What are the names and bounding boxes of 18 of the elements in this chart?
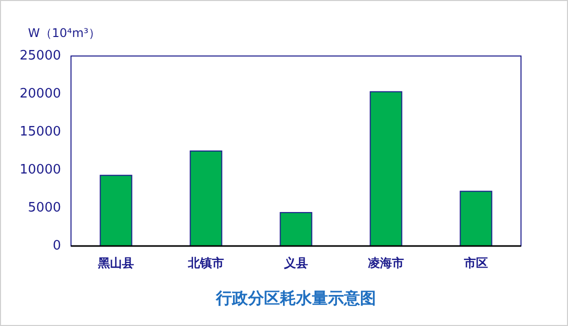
y-tick-label: 15000 [20,124,61,140]
bar [190,150,222,246]
x-tick-label: 黑山县 [97,256,134,270]
x-tick-label: 市区 [463,256,488,270]
y-tick-label: 20000 [20,86,61,102]
y-axis-title: W（10⁴m³） [28,26,100,40]
y-tick-label: 10000 [20,162,61,178]
bar [460,190,492,246]
bar [370,91,402,246]
bar [280,212,312,246]
x-tick-label: 北镇市 [187,256,224,270]
text: 行政分区耗水量示意图 [215,288,376,308]
y-tick-label: 25000 [20,48,61,64]
x-tick-label: 义县 [283,256,308,270]
bar [100,174,132,246]
y-tick-label: 0 [52,238,61,254]
x-tick-label: 凌海市 [368,256,404,270]
y-tick-label: 5000 [28,200,61,216]
